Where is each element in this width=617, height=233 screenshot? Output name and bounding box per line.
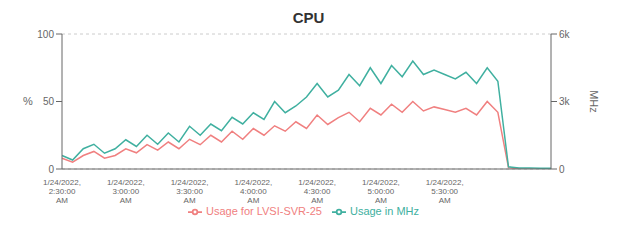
svg-text:0: 0	[48, 164, 54, 175]
svg-text:50: 50	[43, 96, 55, 107]
svg-text:3k: 3k	[559, 96, 571, 107]
html-text:CPU: CPU	[292, 9, 325, 26]
svg-text:6k: 6k	[559, 29, 571, 40]
svg-text:1/24/2022,2:30:00AM: 1/24/2022,2:30:00AM	[43, 178, 81, 205]
svg-text:0: 0	[559, 164, 565, 175]
svg-text:100: 100	[37, 29, 54, 40]
svg-text:1/24/2022,5:30:00AM: 1/24/2022,5:30:00AM	[426, 178, 464, 205]
html-text:Usage for LVSI-SVR-25: Usage for LVSI-SVR-25	[206, 205, 322, 217]
svg-text:1/24/2022,4:00:00AM: 1/24/2022,4:00:00AM	[234, 178, 272, 205]
html-text:Usage in MHz: Usage in MHz	[349, 205, 419, 217]
svg-text:%: %	[23, 95, 33, 107]
svg-text:MHz: MHz	[588, 90, 600, 113]
svg-text:1/24/2022,3:00:00AM: 1/24/2022,3:00:00AM	[107, 178, 145, 205]
svg-text:1/24/2022,5:00:00AM: 1/24/2022,5:00:00AM	[362, 178, 400, 205]
svg-text:1/24/2022,3:30:00AM: 1/24/2022,3:30:00AM	[171, 178, 209, 205]
svg-text:1/24/2022,4:30:00AM: 1/24/2022,4:30:00AM	[298, 178, 336, 205]
